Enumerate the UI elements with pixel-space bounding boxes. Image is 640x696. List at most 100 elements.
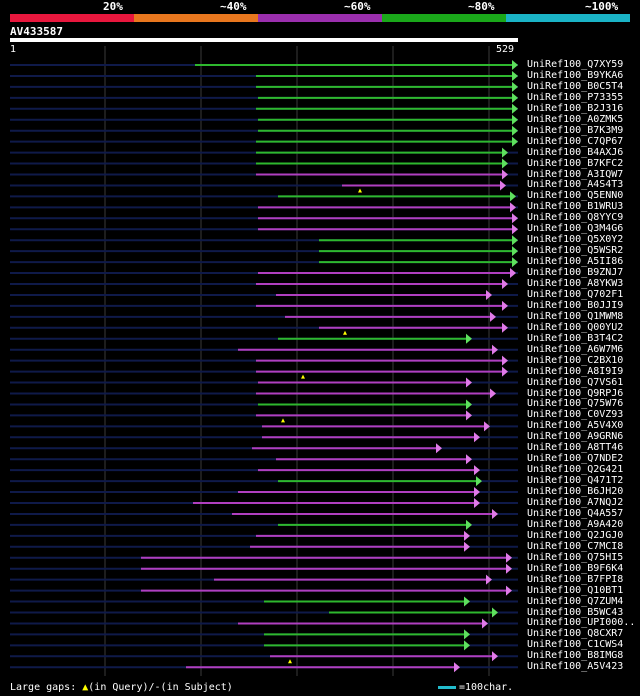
hit-label[interactable]: UniRef100_Q7VS61 xyxy=(527,376,624,388)
hit-label[interactable]: UniRef100_B2J316 xyxy=(527,102,624,114)
hit-label[interactable]: UniRef100_A9A420 xyxy=(527,518,624,530)
hit-arrow-icon xyxy=(502,366,508,377)
hit-arrow-icon xyxy=(490,388,496,399)
hit-label[interactable]: UniRef100_Q2G421 xyxy=(527,464,624,476)
hit-arrow-icon xyxy=(492,344,498,355)
gap-legend: Large gaps: ▲(in Query)/-(in Subject) xyxy=(10,682,233,693)
hit-label[interactable]: UniRef100_B9YKA6 xyxy=(527,69,624,81)
hit-label[interactable]: UniRef100_Q5ENN0 xyxy=(527,190,624,202)
hit-label[interactable]: UniRef100_C1CWS4 xyxy=(527,639,624,651)
scale-line-icon xyxy=(438,685,456,689)
hit-arrow-icon xyxy=(510,202,516,213)
hit-label[interactable]: UniRef100_A8I9I9 xyxy=(527,365,624,377)
legend-segment-0 xyxy=(10,14,134,22)
hit-arrow-icon xyxy=(466,454,472,465)
query-gap-icon: ▲ xyxy=(82,682,89,693)
hit-arrow-icon xyxy=(502,355,508,366)
hit-label[interactable]: UniRef100_A3IQW7 xyxy=(527,168,624,180)
hit-label[interactable]: UniRef100_Q8CXR7 xyxy=(527,628,624,640)
hit-label[interactable]: UniRef100_Q7XY59 xyxy=(527,59,624,70)
query-id: AV433587 xyxy=(10,25,63,38)
hit-label[interactable]: UniRef100_Q3M4G6 xyxy=(527,223,624,235)
hit-arrow-icon xyxy=(464,640,470,651)
hit-arrow-icon xyxy=(512,235,518,246)
hit-arrow-icon xyxy=(482,618,488,629)
legend-label-1: ~40% xyxy=(220,0,247,13)
hit-label[interactable]: UniRef100_Q75W76 xyxy=(527,398,624,410)
hit-arrow-icon xyxy=(502,147,508,158)
hit-arrow-icon xyxy=(512,81,518,92)
hit-label[interactable]: UniRef100_C0VZ93 xyxy=(527,409,624,421)
legend-segment-2 xyxy=(258,14,382,22)
hit-arrow-icon xyxy=(502,279,508,289)
hit-label[interactable]: UniRef100_Q8YYC9 xyxy=(527,212,624,224)
hit-label[interactable]: UniRef100_B0JJI9 xyxy=(527,299,624,311)
hit-label[interactable]: UniRef100_B9ZNJ7 xyxy=(527,267,624,279)
hit-arrow-icon xyxy=(464,541,470,552)
hit-label[interactable]: UniRef100_Q00YU2 xyxy=(527,321,624,333)
hit-label[interactable]: UniRef100_Q702F1 xyxy=(527,288,624,300)
hit-arrow-icon xyxy=(492,651,498,662)
hit-label[interactable]: UniRef100_B7KFC2 xyxy=(527,157,624,169)
query-gap-icon xyxy=(301,374,305,379)
hit-arrow-icon xyxy=(466,519,472,530)
hit-label[interactable]: UniRef100_A7NQJ2 xyxy=(527,497,624,508)
hit-label[interactable]: UniRef100_A8YKW3 xyxy=(527,278,624,289)
hit-label[interactable]: UniRef100_B5WC43 xyxy=(527,606,624,618)
hit-arrow-icon xyxy=(512,257,518,268)
hit-label[interactable]: UniRef100_B3T4C2 xyxy=(527,332,624,344)
hit-arrow-icon xyxy=(484,421,490,432)
hit-label[interactable]: UniRef100_Q2JGJ0 xyxy=(527,529,624,541)
hit-arrow-icon xyxy=(476,476,482,487)
hit-label[interactable]: UniRef100_UPI000.. xyxy=(527,617,636,629)
hit-arrow-icon xyxy=(464,596,470,607)
query-gap-icon xyxy=(281,418,285,423)
hit-arrow-icon xyxy=(486,289,492,300)
ruler-end-label: 529 xyxy=(496,44,515,55)
hit-label[interactable]: UniRef100_A9GRN6 xyxy=(527,431,624,443)
hit-label[interactable]: UniRef100_C2BX10 xyxy=(527,354,624,366)
hit-label[interactable]: UniRef100_B6JH20 xyxy=(527,486,624,498)
hit-label[interactable]: UniRef100_B7FPI8 xyxy=(527,573,624,585)
hit-label[interactable]: UniRef100_B1WRU3 xyxy=(527,201,624,213)
hit-arrow-icon xyxy=(502,300,508,311)
hit-label[interactable]: UniRef100_A5V423 xyxy=(527,661,624,673)
hit-label[interactable]: UniRef100_A6W7M6 xyxy=(527,343,624,355)
hit-label[interactable]: UniRef100_A4S4T3 xyxy=(527,179,624,191)
hit-arrow-icon xyxy=(466,377,472,388)
hit-arrow-icon xyxy=(464,629,470,640)
hit-label[interactable]: UniRef100_Q75HI5 xyxy=(527,551,624,563)
hit-label[interactable]: UniRef100_Q4A557 xyxy=(527,507,624,519)
hit-label[interactable]: UniRef100_C7MCI8 xyxy=(527,540,624,552)
hit-label[interactable]: UniRef100_Q5X0Y2 xyxy=(527,234,624,246)
hit-label[interactable]: UniRef100_Q471T2 xyxy=(527,475,624,487)
hit-label[interactable]: UniRef100_Q1MWM8 xyxy=(527,310,624,322)
hit-arrow-icon xyxy=(464,530,470,541)
hit-arrow-icon xyxy=(512,213,518,224)
hit-arrow-icon xyxy=(436,443,442,454)
hit-label[interactable]: UniRef100_C7QP67 xyxy=(527,135,624,147)
hit-label[interactable]: UniRef100_A0ZMK5 xyxy=(527,113,624,125)
hit-label[interactable]: UniRef100_Q7ZUM4 xyxy=(527,595,624,607)
hit-label[interactable]: UniRef100_Q5WSR2 xyxy=(527,245,624,257)
hit-label[interactable]: UniRef100_Q7NDE2 xyxy=(527,453,624,465)
gap-subject-label: (in Subject) xyxy=(160,682,233,693)
hit-label[interactable]: UniRef100_P73355 xyxy=(527,91,624,103)
hit-label[interactable]: UniRef100_B9F6K4 xyxy=(527,562,624,574)
hit-arrow-icon xyxy=(492,508,498,519)
hit-label[interactable]: UniRef100_B4AXJ6 xyxy=(527,146,624,158)
hit-label[interactable]: UniRef100_A5II86 xyxy=(527,256,624,268)
hit-label[interactable]: UniRef100_A5V4X0 xyxy=(527,420,624,432)
hit-arrow-icon xyxy=(512,60,518,70)
hit-label[interactable]: UniRef100_B8IMG8 xyxy=(527,650,624,662)
hit-label[interactable]: UniRef100_Q10BT1 xyxy=(527,584,624,596)
hit-arrow-icon xyxy=(512,136,518,147)
hit-arrow-icon xyxy=(512,70,518,81)
hit-label[interactable]: UniRef100_B0C5T4 xyxy=(527,80,624,92)
hit-arrow-icon xyxy=(512,224,518,235)
gap-query-label: (in Query)/ xyxy=(88,682,155,693)
hit-arrow-icon xyxy=(492,607,498,618)
hit-label[interactable]: UniRef100_A8TT46 xyxy=(527,442,624,454)
hit-label[interactable]: UniRef100_Q9RPJ6 xyxy=(527,387,624,399)
hit-label[interactable]: UniRef100_B7K3M9 xyxy=(527,124,624,136)
